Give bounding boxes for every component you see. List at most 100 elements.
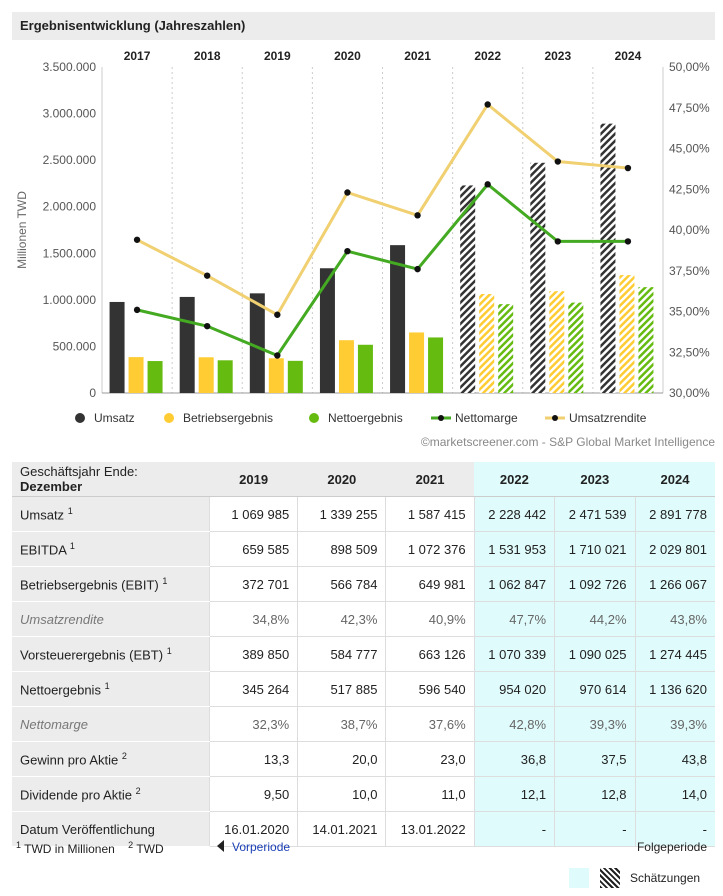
x-tick-label: 2022: [474, 49, 501, 63]
y-tick-label: 1.500.000: [43, 246, 97, 260]
table-cell: 663 126: [385, 636, 475, 672]
y2-tick-label: 50,00%: [669, 60, 710, 74]
table-cell: 649 981: [385, 566, 475, 602]
bar-nettoergebnis: [638, 287, 654, 393]
table-cell: 1 090 025: [554, 636, 636, 672]
financials-table: Geschäftsjahr Ende: Dezember 2019 2020 202…: [12, 462, 715, 847]
row-label-text: Dividende pro Aktie: [20, 787, 133, 803]
next-period-link[interactable]: Folgeperiode: [636, 840, 707, 854]
table-row: Datum Veröffentlichung 16.01.2020 14.01.20…: [12, 811, 715, 847]
previous-period-label: Vorperiode: [232, 840, 291, 854]
table-cell: 40,9%: [385, 601, 475, 637]
point-umsatzrendite: [554, 158, 562, 165]
table-cell: 39,3%: [634, 706, 715, 742]
y2-tick-label: 42,50%: [669, 182, 710, 196]
table-cell: 13.01.2022: [385, 811, 475, 847]
bar-umsatz: [600, 123, 616, 393]
row-label: Gewinn pro Aktie 2: [12, 741, 210, 777]
bar-betriebsergebnis: [549, 291, 565, 393]
footnote-marker: 1: [67, 505, 73, 516]
table-row: Nettomarge 32,3% 38,7% 37,6% 42,8% 39,3% 39,3%: [12, 706, 715, 742]
row-label: Dividende pro Aktie 2: [12, 776, 210, 812]
bar-betriebsergebnis: [409, 332, 425, 393]
table-cell: -: [473, 811, 555, 847]
table-cell: 372 701: [208, 566, 298, 602]
y2-tick-label: 30,00%: [669, 386, 710, 400]
table-cell: 345 264: [208, 671, 298, 707]
table-cell: 1 587 415: [385, 496, 475, 532]
table-cell: -: [554, 811, 636, 847]
table-cell: 13,3: [208, 741, 298, 777]
y-tick-label: 0: [89, 386, 96, 400]
x-tick-label: 2021: [404, 49, 431, 63]
table-cell: 2 029 801: [634, 531, 715, 567]
bar-betriebsergebnis: [619, 275, 635, 393]
row-label-text: Umsatzrendite: [20, 611, 104, 627]
row-label: Datum Veröffentlichung: [12, 811, 210, 847]
point-umsatzrendite: [274, 311, 281, 318]
table-cell: 2 471 539: [554, 496, 636, 532]
footnote-marker: 1: [166, 645, 172, 656]
table-cell: 898 509: [297, 531, 386, 567]
table-cell: 1 069 985: [208, 496, 298, 532]
bar-betriebsergebnis: [268, 358, 284, 393]
table-cell: 954 020: [473, 671, 555, 707]
arrow-left-icon: [217, 840, 224, 852]
x-tick-label: 2020: [334, 49, 361, 63]
footnote-1: TWD in Millionen: [24, 842, 115, 856]
year-header: 2023: [554, 462, 636, 497]
table-cell: 389 850: [208, 636, 298, 672]
row-label-text: Datum Veröffentlichung: [20, 821, 155, 837]
x-tick-label: 2024: [615, 49, 642, 63]
y2-tick-label: 47,50%: [669, 101, 710, 115]
row-label: Nettomarge: [12, 706, 210, 742]
year-header: 2019: [209, 462, 298, 497]
x-tick-label: 2017: [124, 49, 151, 63]
table-cell: 2 891 778: [634, 496, 715, 532]
point-umsatzrendite: [484, 101, 491, 108]
table-row: Nettoergebnis 1 345 264 517 885 596 540 954 …: [12, 671, 715, 707]
bar-nettoergebnis: [428, 337, 444, 393]
row-label: EBITDA 1: [12, 531, 210, 567]
table-cell: 20,0: [297, 741, 386, 777]
footnote-2-marker: 2: [128, 840, 134, 850]
bar-nettoergebnis: [568, 302, 584, 393]
row-label-text: Nettomarge: [20, 716, 88, 732]
footnote-marker: 1: [162, 575, 168, 586]
bar-nettoergebnis: [217, 360, 233, 393]
bar-umsatz: [390, 245, 406, 393]
bar-umsatz: [530, 162, 546, 393]
table-row: EBITDA 1 659 585 898 509 1 072 376 1 531 953…: [12, 531, 715, 567]
table-cell: 44,2%: [554, 601, 636, 637]
y-axis-label: Millionen TWD: [15, 191, 29, 269]
y-tick-label: 2.000.000: [43, 200, 97, 214]
table-cell: 1 062 847: [473, 566, 555, 602]
earnings-chart: 0 500.000 1.000.000 1.500.000 2.000.000 2.500…: [15, 49, 710, 425]
previous-period-link[interactable]: Vorperiode: [217, 840, 290, 854]
chart-source: ©marketscreener.com - S&P Global Market …: [420, 435, 715, 449]
row-label: Umsatzrendite: [12, 601, 210, 637]
table-row: Dividende pro Aktie 2 9,50 10,0 11,0 12,1 12,…: [12, 776, 715, 812]
bar-umsatz: [249, 293, 265, 393]
y-tick-label: 3.500.000: [43, 60, 97, 74]
table-cell: 42,3%: [297, 601, 386, 637]
table-cell: 37,5: [554, 741, 636, 777]
hatch-pattern-swatch: [600, 868, 620, 888]
legend-label-umsatz: Umsatz: [94, 411, 135, 425]
table-cell: 1 092 726: [554, 566, 636, 602]
table-cell: 1 710 021: [554, 531, 636, 567]
estimates-label: Schätzungen: [630, 871, 701, 885]
bar-umsatz: [319, 268, 335, 393]
estimates-legend: Schätzungen: [566, 866, 716, 890]
table-row: Gewinn pro Aktie 2 13,3 20,0 23,0 36,8 37,5 43…: [12, 741, 715, 777]
footnote-marker: 2: [121, 750, 127, 761]
fiscal-year-label: Geschäftsjahr Ende:: [20, 464, 138, 479]
year-header: 2020: [297, 462, 386, 497]
table-cell: 1 531 953: [473, 531, 555, 567]
table-cell: 43,8%: [634, 601, 715, 637]
table-cell: 9,50: [208, 776, 298, 812]
table-cell: 39,3%: [554, 706, 636, 742]
table-cell: 47,7%: [473, 601, 555, 637]
table-cell: 36,8: [473, 741, 555, 777]
